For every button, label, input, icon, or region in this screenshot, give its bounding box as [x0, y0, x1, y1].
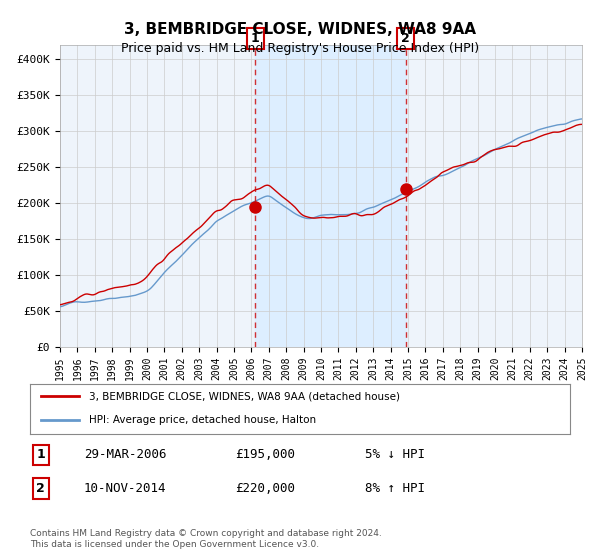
Text: HPI: Average price, detached house, Halton: HPI: Average price, detached house, Halt…	[89, 415, 317, 425]
Text: £220,000: £220,000	[235, 482, 295, 495]
Text: 29-MAR-2006: 29-MAR-2006	[84, 449, 167, 461]
Text: 1: 1	[37, 449, 45, 461]
Text: Price paid vs. HM Land Registry's House Price Index (HPI): Price paid vs. HM Land Registry's House …	[121, 42, 479, 55]
Text: 10-NOV-2014: 10-NOV-2014	[84, 482, 167, 495]
Text: 5% ↓ HPI: 5% ↓ HPI	[365, 449, 425, 461]
Text: 1: 1	[251, 32, 260, 45]
Text: Contains HM Land Registry data © Crown copyright and database right 2024.
This d: Contains HM Land Registry data © Crown c…	[30, 529, 382, 549]
Text: £195,000: £195,000	[235, 449, 295, 461]
Text: 8% ↑ HPI: 8% ↑ HPI	[365, 482, 425, 495]
Text: 2: 2	[401, 32, 410, 45]
Bar	[256, 45, 406, 347]
Text: 2: 2	[37, 482, 45, 495]
Text: 3, BEMBRIDGE CLOSE, WIDNES, WA8 9AA (detached house): 3, BEMBRIDGE CLOSE, WIDNES, WA8 9AA (det…	[89, 391, 400, 401]
Text: 3, BEMBRIDGE CLOSE, WIDNES, WA8 9AA: 3, BEMBRIDGE CLOSE, WIDNES, WA8 9AA	[124, 22, 476, 38]
